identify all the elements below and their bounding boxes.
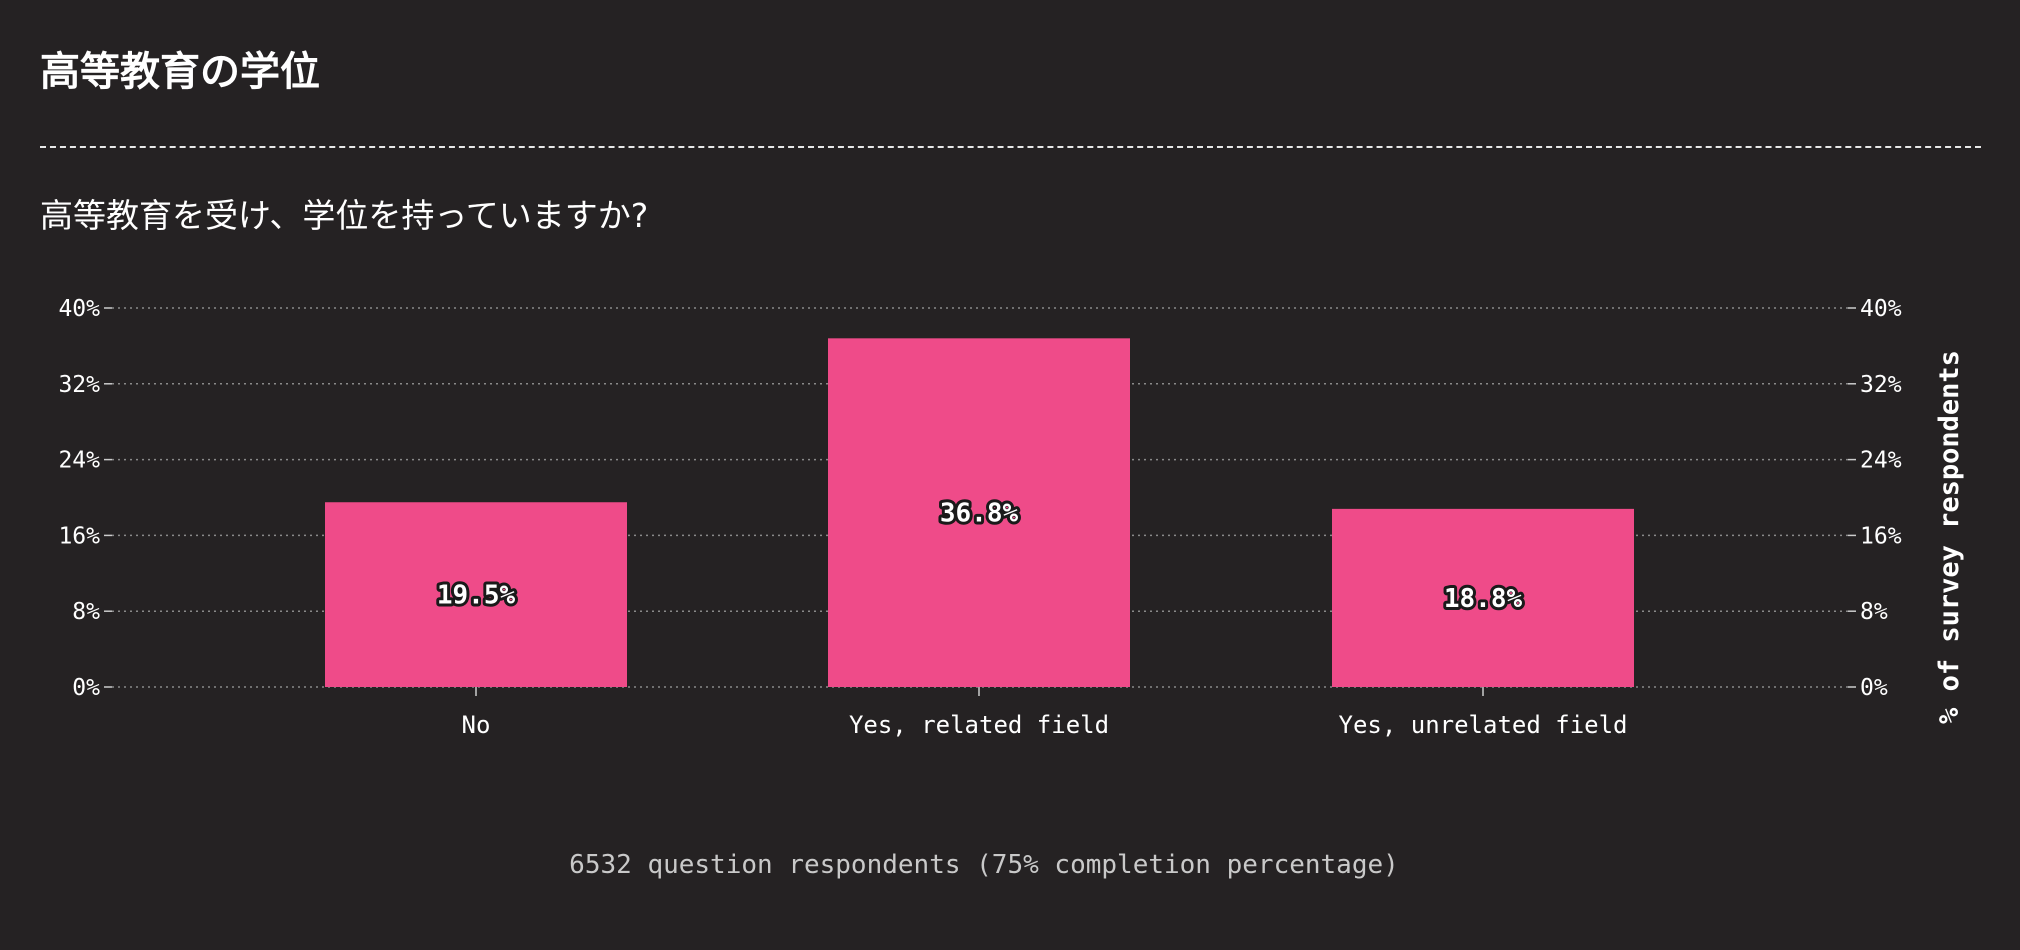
bar: [828, 338, 1130, 687]
x-tick-label: Yes, unrelated field: [1339, 711, 1628, 739]
bar-value-label: 18.8%: [1444, 584, 1523, 614]
y-axis-label: % of survey respondents: [1934, 350, 1965, 724]
value-labels: 19.5% 36.8% 18.8%: [434, 496, 1526, 617]
chart-question: 高等教育を受け、学位を持っていますか?: [40, 196, 649, 235]
y-tick-label-left: 32%: [58, 372, 100, 398]
y-tick-label-left: 16%: [58, 523, 100, 549]
y-tick-label-left: 24%: [58, 448, 100, 474]
y-tick-label-left: 0%: [72, 675, 100, 701]
bar: [1332, 508, 1634, 687]
y-tick-label-right: 40%: [1860, 296, 1902, 322]
bar-value-label: 19.5%: [437, 581, 516, 611]
bars: [325, 338, 1634, 687]
title-divider: [40, 146, 1981, 148]
x-tick-label: Yes, related field: [849, 711, 1109, 739]
bar: [325, 502, 627, 687]
bar-chart: 0% 0% 8% 8% 16% 16% 24% 24% 32% 32% 40% 40% No Yes, …: [58, 296, 1965, 739]
y-tick-label-right: 24%: [1860, 448, 1902, 474]
y-tick-label-right: 8%: [1860, 599, 1888, 625]
y-tick-label-right: 32%: [1860, 372, 1902, 398]
bar-value-label: 36.8%: [940, 499, 1019, 529]
page-title: 高等教育の学位: [40, 49, 320, 95]
respondents-footnote: 6532 question respondents (75% completio…: [569, 850, 1399, 880]
x-tick-labels: No Yes, related field Yes, unrelated field: [462, 687, 1628, 739]
y-tick-labels: 0% 0% 8% 8% 16% 16% 24% 24% 32% 32% 40% 40%: [58, 296, 1901, 701]
y-tick-label-right: 0%: [1860, 675, 1888, 701]
y-tick-label-left: 40%: [58, 296, 100, 322]
y-tick-label-right: 16%: [1860, 523, 1902, 549]
x-tick-label: No: [462, 711, 491, 739]
y-tick-label-left: 8%: [72, 599, 100, 625]
